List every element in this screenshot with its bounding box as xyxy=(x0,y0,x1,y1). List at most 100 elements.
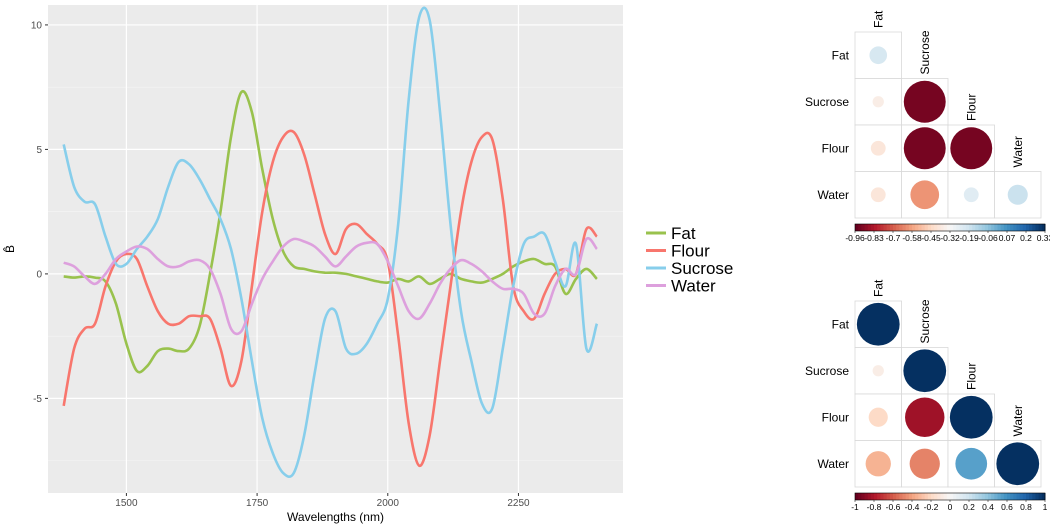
colorbar-tick-label: -0.45 xyxy=(921,233,941,243)
colorbar-segment xyxy=(937,224,941,231)
colorbar-segment xyxy=(896,493,900,500)
colorbar-segment xyxy=(1019,224,1024,231)
x-tick-label: 1500 xyxy=(115,498,138,509)
colorbar-segment xyxy=(934,493,938,500)
series-line-flour xyxy=(62,129,598,467)
colorbar-tick-label: 0 xyxy=(948,502,953,512)
row-label-fat: Fat xyxy=(832,48,850,62)
colorbar-segment xyxy=(975,493,979,500)
colorbar-tick-label: 1 xyxy=(1043,502,1048,512)
x-tick-label: 2000 xyxy=(377,498,400,509)
colorbar-segment xyxy=(972,493,976,500)
colorbar-segment xyxy=(934,224,938,231)
colorbar-segment xyxy=(1035,224,1040,231)
colorbar-segment xyxy=(988,493,992,500)
plot-panel-background xyxy=(48,5,623,493)
colorbar-tick-label: 0.33 xyxy=(1037,233,1050,243)
colorbar-segment xyxy=(978,224,983,231)
colorbar-segment xyxy=(867,224,872,231)
colorbar-segment xyxy=(886,493,891,500)
colorbar-segment xyxy=(877,493,881,500)
colorbar-segment xyxy=(889,224,894,231)
colorbar-tick-label: -0.8 xyxy=(867,502,882,512)
colorbar-segment xyxy=(921,493,926,500)
colorbar-segment xyxy=(984,493,989,500)
col-label-sucrose: Sucrose xyxy=(918,299,932,343)
y-tick-label: -5 xyxy=(33,394,42,405)
x-axis-ticks: 1500 1750 2000 2250 xyxy=(115,493,530,509)
colorbar-segment xyxy=(978,493,983,500)
colorbar-segment xyxy=(902,224,907,231)
x-tick-label: 1750 xyxy=(246,498,269,509)
colorbar-segment xyxy=(1035,493,1040,500)
row-label-flour: Flour xyxy=(822,141,849,155)
colorbar-segment xyxy=(874,224,878,231)
colorbar-tick-label: -0.06 xyxy=(978,233,998,243)
colorbar-segment xyxy=(1038,224,1043,231)
col-label-sucrose: Sucrose xyxy=(918,30,932,74)
colorbar-segment xyxy=(988,224,992,231)
colorbar-tick-label: 0.07 xyxy=(999,233,1016,243)
colorbar-segment xyxy=(969,224,973,231)
colorbar-tick-label: 0.2 xyxy=(1020,233,1032,243)
col-label-fat: Fat xyxy=(871,279,885,297)
colorbar-segment xyxy=(946,493,951,500)
colorbar-segment xyxy=(889,493,894,500)
y-tick-label: 0 xyxy=(36,269,42,280)
colorbar-segment xyxy=(972,224,976,231)
colorbar-segment xyxy=(994,224,998,231)
colorbar-segment xyxy=(905,493,910,500)
colorbar-segment xyxy=(1026,224,1030,231)
colorbar-segment xyxy=(858,493,862,500)
colorbar-segment xyxy=(921,224,926,231)
colorbar-segment xyxy=(950,493,954,500)
colorbar-tick-label: -0.7 xyxy=(886,233,901,243)
legend-label-flour: Flour xyxy=(671,242,710,261)
x-axis-title: Wavelengths (nm) xyxy=(287,510,384,524)
colorbar-segment xyxy=(953,224,957,231)
col-label-fat: Fat xyxy=(871,10,885,28)
colorbar-segment xyxy=(861,224,865,231)
colorbar-segment xyxy=(880,493,884,500)
colorbar-segment xyxy=(969,493,973,500)
colorbar-segment xyxy=(1032,224,1036,231)
colorbar-tick-label: -0.4 xyxy=(905,502,920,512)
y-tick-label: 5 xyxy=(36,145,42,156)
colorbar-tick-label: 0.4 xyxy=(982,502,994,512)
colorbar-segment xyxy=(975,224,979,231)
correlation-circle xyxy=(870,187,886,203)
colorbar-segment xyxy=(1022,493,1027,500)
colorbar-segment xyxy=(867,493,872,500)
correlation-circle xyxy=(865,451,891,477)
colorbar-segment xyxy=(1013,493,1017,500)
row-label-flour: Flour xyxy=(822,410,849,424)
row-label-fat: Fat xyxy=(832,317,850,331)
colorbar-segment xyxy=(994,493,998,500)
col-label-flour: Flour xyxy=(964,363,978,390)
colorbar-segment xyxy=(908,493,913,500)
x-tick-label: 2250 xyxy=(507,498,530,509)
colorbar-segment xyxy=(943,224,948,231)
colorbar-segment xyxy=(855,493,859,500)
colorbar-tick-label: -1 xyxy=(851,502,859,512)
colorbar-segment xyxy=(962,224,967,231)
colorbar-tick-label: -0.96 xyxy=(845,233,865,243)
colorbar-segment xyxy=(915,493,919,500)
colorbar-tick-label: -0.2 xyxy=(924,502,939,512)
correlation-matrix-top: Fat Fat Sucrose Sucrose Flour Flour Water Water… xyxy=(805,10,1050,243)
colorbar-segment xyxy=(991,493,995,500)
colorbar-segment xyxy=(1026,493,1030,500)
correlation-circle xyxy=(903,80,946,123)
colorbar-segment xyxy=(1041,224,1046,231)
wavelength-line-chart: 1500 1750 2000 2250 -5 0 5 10 Wavelengths (nm)… xyxy=(2,5,733,524)
colorbar-segment xyxy=(1029,224,1033,231)
colorbar-segment xyxy=(1029,493,1033,500)
colorbar-tick-label: -0.19 xyxy=(959,233,979,243)
colorbar-segment xyxy=(981,224,986,231)
colorbar-segment xyxy=(1038,493,1043,500)
colorbar-segment xyxy=(1000,224,1005,231)
series-line-sucrose xyxy=(62,6,599,478)
series-line-fat xyxy=(63,89,598,374)
colorbar-segment xyxy=(1000,493,1005,500)
correlation-circle xyxy=(955,447,988,480)
